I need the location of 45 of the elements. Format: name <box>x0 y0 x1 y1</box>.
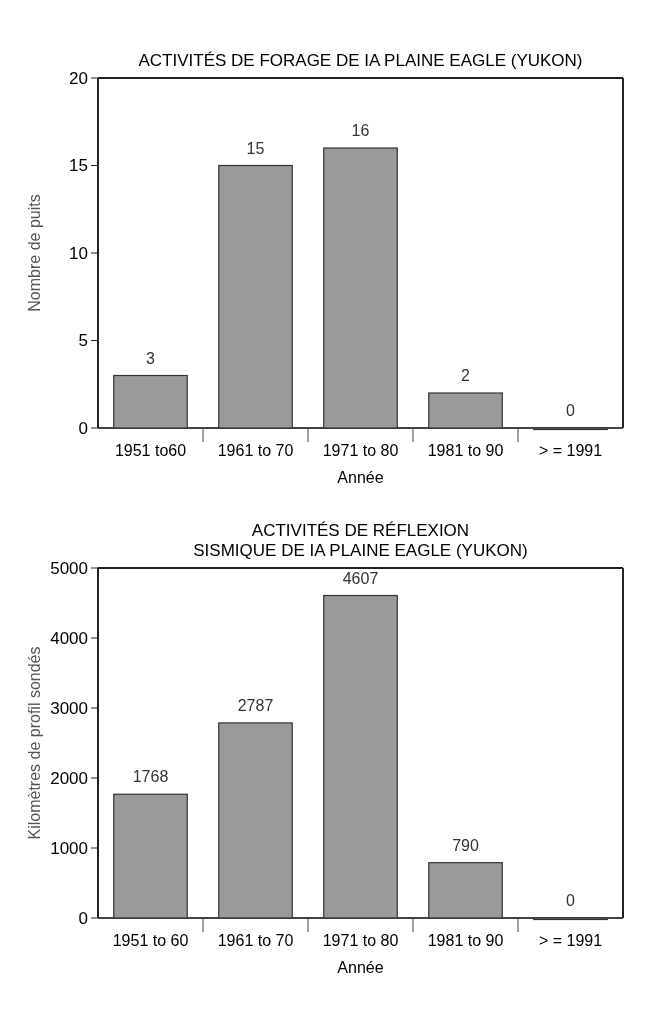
chart-title: ACTIVITÉS DE FORAGE DE IA PLAINE EAGLE (YUKON) <box>138 51 583 70</box>
y-tick-label: 4000 <box>50 628 88 648</box>
y-tick-label: 0 <box>78 418 88 438</box>
data-label: 3 <box>146 349 156 367</box>
y-tick-label: 3000 <box>50 698 88 718</box>
data-label: 790 <box>452 836 479 854</box>
bar <box>113 793 188 919</box>
y-tick-label: 2000 <box>50 768 88 788</box>
data-label: 2787 <box>237 696 274 714</box>
data-label: 15 <box>246 139 265 157</box>
x-tick-label: 1961 to 70 <box>217 442 294 459</box>
y-tick-label: 5 <box>78 331 88 351</box>
bar <box>323 147 398 429</box>
x-tick-label: 1951 to 60 <box>112 932 189 949</box>
data-label: 16 <box>351 122 370 139</box>
x-axis-title: Année <box>337 469 384 486</box>
bar <box>428 392 503 429</box>
y-tick-label: 15 <box>69 156 88 176</box>
y-tick-label: 5000 <box>50 558 88 578</box>
data-label: 2 <box>461 367 471 384</box>
bar <box>113 374 188 429</box>
data-label: 1768 <box>132 768 169 786</box>
y-tick-label: 1000 <box>50 838 88 858</box>
y-axis-title: Kilomètres de profil sondés <box>26 646 43 840</box>
bar <box>218 164 293 429</box>
data-label: 0 <box>566 402 576 419</box>
x-tick-label: 1971 to 80 <box>322 932 399 949</box>
chart-title: ACTIVITÉS DE RÉFLEXION SISMIQUE DE IA PLAINE EAGLE (YUKON) <box>193 521 528 560</box>
x-tick-label: > = 1991 <box>538 442 603 459</box>
y-tick-label: 10 <box>69 243 88 263</box>
x-tick-label: > = 1991 <box>538 932 603 949</box>
y-tick-label: 20 <box>69 68 88 88</box>
y-tick-label: 0 <box>78 908 88 928</box>
bar <box>323 594 398 919</box>
data-label: 0 <box>566 892 576 909</box>
x-tick-label: 1961 to 70 <box>217 932 294 949</box>
bar <box>428 862 503 919</box>
y-axis-title: Nombre de puits <box>26 194 43 312</box>
x-tick-label: 1971 to 80 <box>322 442 399 459</box>
bar <box>218 722 293 919</box>
x-tick-label: 1981 to 90 <box>427 442 504 459</box>
x-tick-label: 1951 to60 <box>114 442 187 459</box>
x-axis-title: Année <box>337 959 384 976</box>
x-tick-label: 1981 to 90 <box>427 932 504 949</box>
data-label: 4607 <box>342 569 379 587</box>
